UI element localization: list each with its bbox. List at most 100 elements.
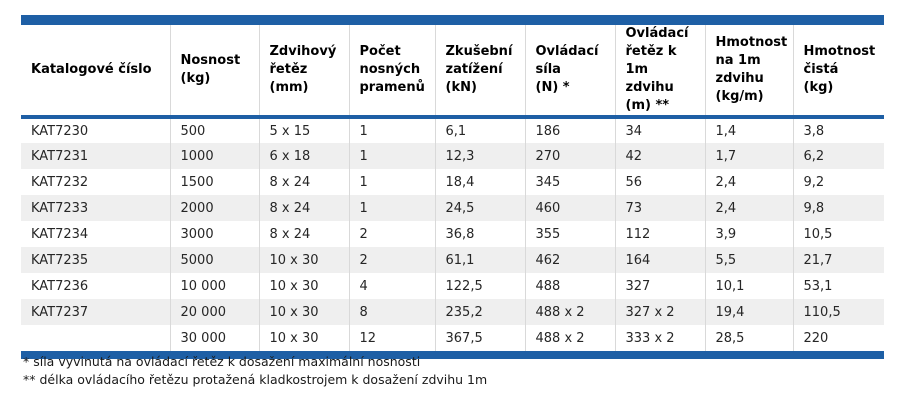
- table-cell: 4: [348, 273, 435, 299]
- column-header: Zdvihový řetěz (mm): [258, 25, 349, 119]
- table-row: KAT7234 3000 8 x 24 2 36,8 355 112 3,9 10,5: [21, 221, 884, 247]
- table-bottom-bar: [21, 351, 884, 359]
- table-cell: 2,4: [704, 169, 793, 195]
- table-row: KAT7235 5000 10 x 30 2 61,1 462 164 5,5 21,7: [21, 247, 884, 273]
- table-cell: 5,5: [704, 247, 793, 273]
- table-cell: 20 000: [169, 299, 259, 325]
- table-cell: 19,4: [704, 299, 793, 325]
- spec-table-container: Katalogové číslo Nosnost (kg) Zdvihový řet…: [21, 15, 884, 359]
- table-cell: [21, 325, 170, 351]
- table-cell: 327 x 2: [614, 299, 705, 325]
- table-cell: 28,5: [704, 325, 793, 351]
- table-cell: 6 x 18: [258, 143, 349, 169]
- table-cell: 1: [348, 169, 435, 195]
- table-cell: 270: [524, 143, 615, 169]
- table-cell: 34: [614, 117, 705, 143]
- table-cell: 18,4: [434, 169, 525, 195]
- table-cell: 2: [348, 247, 435, 273]
- table-cell: 333 x 2: [614, 325, 705, 351]
- table-cell: 10 x 30: [258, 299, 349, 325]
- table-cell: 488: [524, 273, 615, 299]
- table-cell: 53,1: [792, 273, 884, 299]
- table-cell: 73: [614, 195, 705, 221]
- table-row: KAT7231 1000 6 x 18 1 12,3 270 42 1,7 6,2: [21, 143, 884, 169]
- column-header: Zkušební zatížení (kN): [434, 25, 525, 119]
- catalog-spec-table: Katalogové číslo Nosnost (kg) Zdvihový řet…: [21, 25, 884, 351]
- table-cell: KAT7231: [31, 148, 89, 164]
- table-cell: 488 x 2: [524, 299, 615, 325]
- table-cell: 5 x 15: [258, 117, 349, 143]
- table-cell: 3,8: [792, 117, 884, 143]
- table-cell: 2,4: [704, 195, 793, 221]
- table-cell: KAT7237: [31, 304, 89, 320]
- table-row: KAT7230 500 5 x 15 1 6,1 186 34 1,4 3,8: [21, 117, 884, 143]
- table-cell: 110,5: [792, 299, 884, 325]
- column-header: Počet nosných pramenů: [348, 25, 435, 119]
- table-cell: 9,8: [792, 195, 884, 221]
- table-cell: 3,9: [704, 221, 793, 247]
- column-header: Hmotnost na 1m zdvihu (kg/m): [704, 25, 793, 119]
- footnote-operating-force: * síla vyvinutá na ovládací řetěz k dosa…: [23, 354, 421, 369]
- table-cell: KAT7234: [31, 226, 89, 242]
- table-cell: 12,3: [434, 143, 525, 169]
- table-cell: 1,7: [704, 143, 793, 169]
- column-header: Ovládací řetěz k 1m zdvihu (m) **: [614, 25, 705, 119]
- table-top-bar: [21, 15, 884, 25]
- table-row: KAT7232 1500 8 x 24 1 18,4 345 56 2,4 9,2: [21, 169, 884, 195]
- table-cell: 1: [348, 143, 435, 169]
- table-cell: 42: [614, 143, 705, 169]
- table-cell: 10,1: [704, 273, 793, 299]
- table-cell: KAT7230: [31, 123, 89, 139]
- footnotes: * síla vyvinutá na ovládací řetěz k dosa…: [23, 353, 487, 388]
- column-header: Nosnost (kg): [169, 25, 259, 119]
- table-cell: 12: [348, 325, 435, 351]
- table-cell: KAT7233: [31, 200, 89, 216]
- table-row: KAT7233 2000 8 x 24 1 24,5 460 73 2,4 9,8: [21, 195, 884, 221]
- table-cell: 235,2: [434, 299, 525, 325]
- table-cell: 462: [524, 247, 615, 273]
- table-cell: 112: [614, 221, 705, 247]
- table-cell: 345: [524, 169, 615, 195]
- table-cell: 3000: [169, 221, 259, 247]
- table-cell: 500: [169, 117, 259, 143]
- table-cell: 460: [524, 195, 615, 221]
- table-cell: 355: [524, 221, 615, 247]
- table-cell: 8 x 24: [258, 195, 349, 221]
- table-row: KAT7237 20 000 10 x 30 8 235,2 488 x 2 327 x 2…: [21, 299, 884, 325]
- table-cell: 10 x 30: [258, 325, 349, 351]
- table-cell: 122,5: [434, 273, 525, 299]
- table-cell: 5000: [169, 247, 259, 273]
- table-cell: 8 x 24: [258, 169, 349, 195]
- table-cell: KAT7232: [31, 174, 89, 190]
- table-cell: 24,5: [434, 195, 525, 221]
- header-row: Katalogové číslo Nosnost (kg) Zdvihový řet…: [21, 25, 884, 119]
- table-cell: 56: [614, 169, 705, 195]
- footnote-chain-length: ** délka ovládacího řetězu protažená kla…: [23, 371, 488, 387]
- table-header: Katalogové číslo Nosnost (kg) Zdvihový řet…: [21, 25, 884, 119]
- table-cell: 10 x 30: [258, 273, 349, 299]
- table-cell: 1000: [169, 143, 259, 169]
- table-cell: KAT7236: [31, 278, 89, 294]
- table-cell: 9,2: [792, 169, 884, 195]
- table-cell: 1,4: [704, 117, 793, 143]
- table-cell: 367,5: [434, 325, 525, 351]
- column-header: Hmotnost čistá (kg): [792, 25, 884, 119]
- table-cell: KAT7235: [31, 252, 89, 268]
- table-cell: 327: [614, 273, 705, 299]
- table-row: 30 000 10 x 30 12 367,5 488 x 2 333 x 2 28,5 22…: [21, 325, 884, 351]
- table-cell: 220: [792, 325, 884, 351]
- table-cell: 36,8: [434, 221, 525, 247]
- table-cell: 6,2: [792, 143, 884, 169]
- table-cell: 8 x 24: [258, 221, 349, 247]
- table-cell: 6,1: [434, 117, 525, 143]
- table-body: KAT7230 500 5 x 15 1 6,1 186 34 1,4 3,8 KAT7231 10…: [21, 117, 884, 351]
- table-row: KAT7236 10 000 10 x 30 4 122,5 488 327 10,1 53,1: [21, 273, 884, 299]
- column-header: Katalogové číslo: [21, 25, 170, 119]
- table-cell: 2: [348, 221, 435, 247]
- table-cell: 1500: [169, 169, 259, 195]
- table-cell: 10 x 30: [258, 247, 349, 273]
- table-cell: 186: [524, 117, 615, 143]
- table-cell: 488 x 2: [524, 325, 615, 351]
- column-header: Ovládací síla (N) *: [524, 25, 615, 119]
- table-cell: 30 000: [169, 325, 259, 351]
